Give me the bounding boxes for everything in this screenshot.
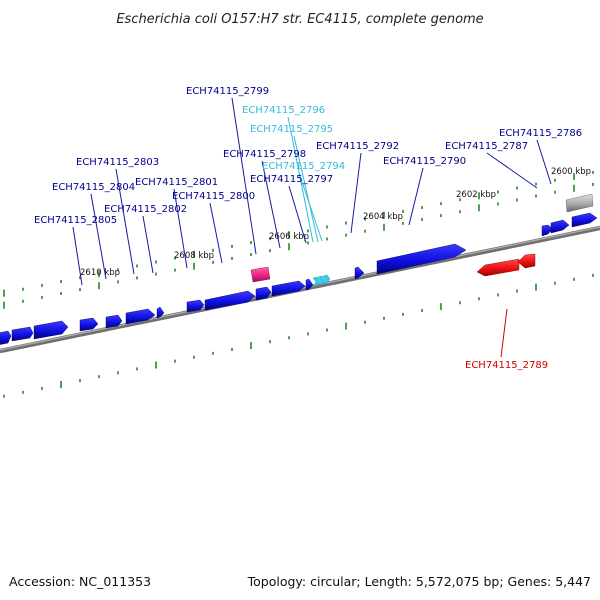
gene-feature[interactable] [305,278,314,291]
gene-feature[interactable] [186,299,205,313]
gene-label-2795[interactable]: ECH74115_2795 [250,124,333,135]
genome-summary-text: Topology: circular; Length: 5,572,075 bp… [247,574,591,589]
leader-2804 [90,193,107,280]
gene-labels: ECH74115_2799 ECH74115_2796 ECH74115_279… [34,86,582,371]
gene-feature[interactable] [204,290,256,311]
leader-2805 [72,226,83,286]
reverse-strand-genes [476,253,536,277]
accession-text: Accession: NC_011353 [9,574,151,589]
tick-row-upper [3,170,594,297]
ruler-label-2600: 2600 kbp [551,167,591,177]
gene-label-2787[interactable]: ECH74115_2787 [445,141,528,152]
gene-feature[interactable] [105,314,123,329]
leader-2794 [298,172,323,242]
map-title: Escherichia coli O157:H7 str. EC4115, co… [116,12,483,27]
reverse-gene-feature[interactable] [476,258,520,277]
tick-row-lower [3,273,594,398]
rna-features [312,274,331,287]
ruler-label-2604: 2604 kbp [363,212,403,222]
leader-2799 [231,97,257,255]
gene-feature[interactable] [33,320,69,340]
gene-label-2790[interactable]: ECH74115_2790 [383,156,466,167]
leader-2801 [173,188,188,269]
gene-label-2798[interactable]: ECH74115_2798 [223,149,306,160]
gene-feature[interactable] [541,224,554,237]
tick-row-middle [3,182,594,309]
gene-feature[interactable] [11,326,34,342]
gene-label-2796[interactable]: ECH74115_2796 [242,105,325,116]
gene-label-2786[interactable]: ECH74115_2786 [499,128,582,139]
gene-label-2794[interactable]: ECH74115_2794 [262,161,345,172]
gene-label-2802[interactable]: ECH74115_2802 [104,204,187,215]
reverse-gene-feature[interactable] [517,253,536,269]
gene-label-2804[interactable]: ECH74115_2804 [52,182,135,193]
ruler-label-2602: 2602 kbp [456,190,496,200]
gene-feature[interactable] [255,286,272,301]
leader-2796 [287,116,314,243]
gene-label-2797[interactable]: ECH74115_2797 [250,174,333,185]
rna-feature[interactable] [312,276,321,287]
gene-feature[interactable] [125,308,156,325]
other-feature[interactable] [565,193,594,213]
ruler-label-2610: 2610 kbp [80,268,120,278]
ruler-label-2608: 2608 kbp [174,251,214,261]
gene-feature[interactable] [571,212,598,228]
gene-label-2792[interactable]: ECH74115_2792 [316,141,399,152]
leader-2800 [209,202,223,264]
pseudo-gene-feature[interactable] [250,266,271,283]
gene-feature[interactable] [156,306,165,319]
leader-2795 [293,135,319,243]
leader-2803 [115,168,135,275]
gene-label-2803[interactable]: ECH74115_2803 [76,157,159,168]
leader-2790 [408,167,424,226]
rna-feature[interactable] [322,274,331,285]
leader-2792 [350,152,362,234]
gene-feature[interactable] [354,266,365,280]
label-leader-lines [72,97,552,358]
leader-2802 [142,215,154,274]
gene-label-2801[interactable]: ECH74115_2801 [135,177,218,188]
gene-label-2805[interactable]: ECH74115_2805 [34,215,117,226]
gene-feature[interactable] [0,330,12,345]
rna-feature[interactable] [317,275,326,286]
gene-feature[interactable] [79,317,99,332]
gene-feature[interactable] [376,243,467,275]
gene-label-2799[interactable]: ECH74115_2799 [186,86,269,97]
leader-2789 [500,308,508,358]
gene-feature[interactable] [271,280,306,297]
gene-feature[interactable] [550,219,570,234]
forward-strand-genes [0,212,598,345]
ruler-label-2606: 2606 kbp [269,232,309,242]
gene-label-2789[interactable]: ECH74115_2789 [465,360,548,371]
leader-2786 [536,139,552,185]
gene-label-2800[interactable]: ECH74115_2800 [172,191,255,202]
leader-2798 [261,160,281,249]
leader-2797 [288,185,307,244]
leader-2787 [486,152,538,189]
